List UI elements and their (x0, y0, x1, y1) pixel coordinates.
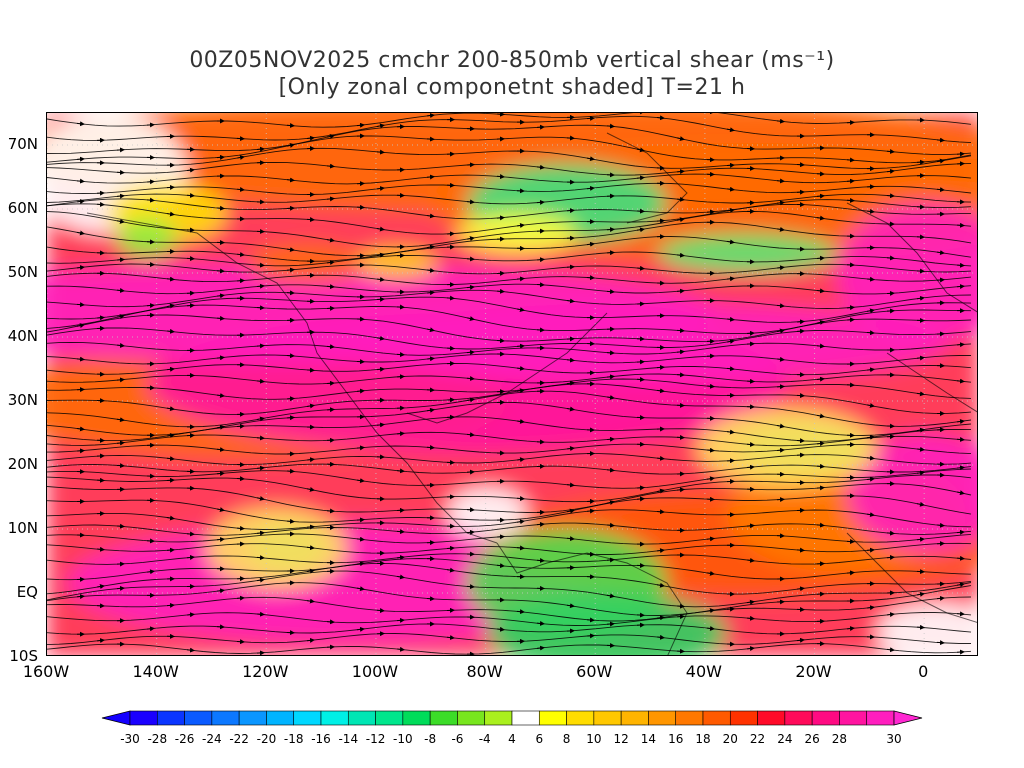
colorbar-tick-label: -18 (283, 732, 304, 746)
colorbar-tick-label: 12 (613, 732, 629, 746)
colorbar-tick-label: 14 (640, 732, 657, 746)
colorbar-swatch (757, 710, 786, 726)
colorbar-swatch (129, 710, 158, 726)
colorbar-tick-label: 22 (749, 732, 766, 746)
colorbar-swatch (811, 710, 840, 726)
colorbar-tick-label: -24 (202, 732, 222, 746)
colorbar-tick-label: -30 (120, 732, 140, 746)
colorbar-swatch (347, 710, 376, 726)
map-panel (46, 112, 978, 656)
colorbar-tick-label: -16 (311, 732, 331, 746)
colorbar-tick-label: 28 (831, 732, 848, 746)
colorbar-high-end (893, 710, 923, 726)
lon-tick-label: 60W (576, 662, 613, 681)
zonal-shear-shading (47, 113, 977, 655)
colorbar-swatch (320, 710, 349, 726)
map-title-line2: [Only zonal componetnt shaded] T=21 h (278, 75, 746, 100)
colorbar-tick-label: -4 (478, 732, 491, 746)
colorbar-tick-label: 26 (804, 732, 820, 746)
colorbar-tick-label: -20 (256, 732, 277, 746)
colorbar-tick-label: 30 (886, 732, 902, 746)
lat-tick-label: 50N (7, 263, 38, 281)
colorbar-tick-label: -6 (451, 732, 464, 746)
colorbar-swatch (484, 710, 513, 726)
colorbar-swatch (238, 710, 267, 726)
colorbar-swatch (402, 710, 431, 726)
lon-tick-label: 160W (22, 662, 70, 681)
colorbar-swatch (266, 710, 295, 726)
colorbar-tick-label: -12 (365, 732, 386, 746)
colorbar-swatch (620, 710, 649, 726)
colorbar-swatch (538, 710, 567, 726)
colorbar-swatch (375, 710, 404, 726)
colorbar-tick-label: -10 (393, 732, 413, 746)
colorbar-swatch (784, 710, 813, 726)
lat-tick-label: 20N (7, 455, 38, 473)
colorbar-swatch (866, 710, 895, 726)
colorbar-swatch (211, 710, 240, 726)
lon-tick-label: 0 (918, 662, 929, 681)
lon-tick-label: 20W (795, 662, 832, 681)
colorbar-tick-label: -22 (229, 732, 249, 746)
colorbar-tick-label: 24 (777, 732, 793, 746)
lat-tick-label: 70N (7, 135, 38, 153)
colorbar-tick-label: -28 (147, 732, 168, 746)
lat-tick-label: 10S (9, 647, 38, 665)
shear-field-map (47, 113, 977, 655)
colorbar-swatch (593, 710, 622, 726)
colorbar-tick-label: -8 (424, 732, 437, 746)
lon-tick-label: 120W (242, 662, 289, 681)
colorbar-swatch (293, 710, 322, 726)
colorbar (101, 710, 923, 726)
colorbar-swatch (457, 710, 486, 726)
lon-tick-label: 140W (132, 662, 179, 681)
lon-tick-label: 80W (466, 662, 503, 681)
colorbar-swatch (839, 710, 868, 726)
colorbar-tick-label: -14 (338, 732, 359, 746)
lat-tick-label: 30N (7, 391, 38, 409)
colorbar-swatch (156, 710, 185, 726)
colorbar-low-end (101, 710, 131, 726)
lat-lon-grid (47, 113, 977, 655)
lat-tick-label: 60N (7, 199, 38, 217)
colorbar-swatch (702, 710, 731, 726)
lat-tick-label: 10N (7, 519, 38, 537)
colorbar-tick-label: 10 (586, 732, 602, 746)
colorbar-tick-label: 16 (668, 732, 684, 746)
colorbar-tick-label: 20 (722, 732, 738, 746)
colorbar-swatch (511, 710, 540, 726)
lon-tick-label: 40W (685, 662, 722, 681)
lat-tick-label: EQ (16, 583, 38, 601)
lon-tick-label: 100W (351, 662, 399, 681)
colorbar-swatch (429, 710, 458, 726)
colorbar-swatch (729, 710, 758, 726)
colorbar-swatch (184, 710, 213, 726)
colorbar-tick-label: 18 (695, 732, 711, 746)
map-title-line1: 00Z05NOV2025 cmchr 200-850mb vertical sh… (189, 48, 835, 73)
colorbar-tick-label: 8 (562, 732, 571, 746)
colorbar-tick-label: -26 (174, 732, 195, 746)
lat-tick-label: 40N (7, 327, 38, 345)
colorbar-tick-label: 6 (535, 732, 544, 746)
colorbar-tick-label: 4 (508, 732, 516, 746)
colorbar-swatch (648, 710, 677, 726)
colorbar-swatch (675, 710, 704, 726)
shear-streamlines (47, 113, 972, 655)
colorbar-swatch (566, 710, 595, 726)
